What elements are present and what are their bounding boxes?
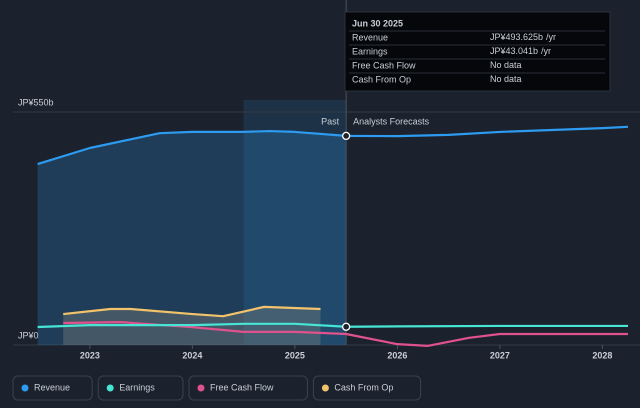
legend-label: Cash From Op [334,382,393,392]
tooltip-value: No data [490,60,522,70]
series-line [37,125,629,166]
x-tick-label: 2027 [490,350,510,360]
tooltip-date: Jun 30 2025 [352,18,403,28]
tooltip-value-text: JP¥43.041b [490,46,538,56]
hover-dot [341,322,351,331]
tooltip-value-text: No data [490,60,522,70]
series-line [37,322,628,329]
legend-swatch [197,384,205,392]
legend-label: Free Cash Flow [210,382,274,392]
tooltip-value-text: No data [490,74,522,84]
x-tick-label: 2025 [285,350,305,360]
legend-item[interactable]: Revenue [12,375,93,401]
tooltip-label: Revenue [352,32,388,42]
legend-item[interactable]: Cash From Op [312,375,422,401]
legend-label: Earnings [119,382,155,392]
series-line [63,305,321,318]
y-tick-label: JP¥550b [18,97,54,107]
tooltip-value: No data [490,74,522,84]
legend-swatch [21,384,29,392]
legend-button[interactable] [97,375,184,401]
legend-button[interactable] [312,375,422,401]
x-tick-label: 2026 [387,350,407,360]
legend-swatch [321,384,329,392]
x-tick-label: 2024 [182,350,202,360]
tooltip-box [344,11,611,92]
tooltip-label: Earnings [352,46,388,56]
forecast-label: Analysts Forecasts [353,116,430,126]
series-line [63,321,628,347]
legend-item[interactable]: Earnings [97,375,184,401]
past-label: Past [321,116,340,126]
legend: Revenue Earnings Free Cash Flow Cash From O… [12,375,422,401]
tooltip: Jun 30 2025 Revenue JP¥493.625b/yr Earnings… [344,11,611,92]
tooltip-value: JP¥493.625b/yr [490,32,556,42]
revenue-area [37,131,347,345]
tooltip-value: JP¥43.041b/yr [490,46,551,56]
legend-swatch [106,384,114,392]
plot: JP¥550b JP¥0 2023 2024 2025 2026 2027 2028 Past A… [13,0,640,360]
tooltip-unit: /yr [546,32,556,42]
legend-button[interactable] [12,375,93,401]
y-tick-label: JP¥0 [18,330,39,340]
tooltip-label: Cash From Op [352,74,411,84]
tooltip-unit: /yr [541,46,551,56]
legend-label: Revenue [34,382,70,392]
legend-item[interactable]: Free Cash Flow [188,375,308,401]
x-tick-label: 2028 [592,350,612,360]
tooltip-label: Free Cash Flow [352,60,416,70]
legend-button[interactable] [188,375,308,401]
tooltip-value-text: JP¥493.625b [490,32,543,42]
past-highlight [243,100,347,345]
hover-dot [341,131,351,141]
x-tick-label: 2023 [80,350,100,360]
